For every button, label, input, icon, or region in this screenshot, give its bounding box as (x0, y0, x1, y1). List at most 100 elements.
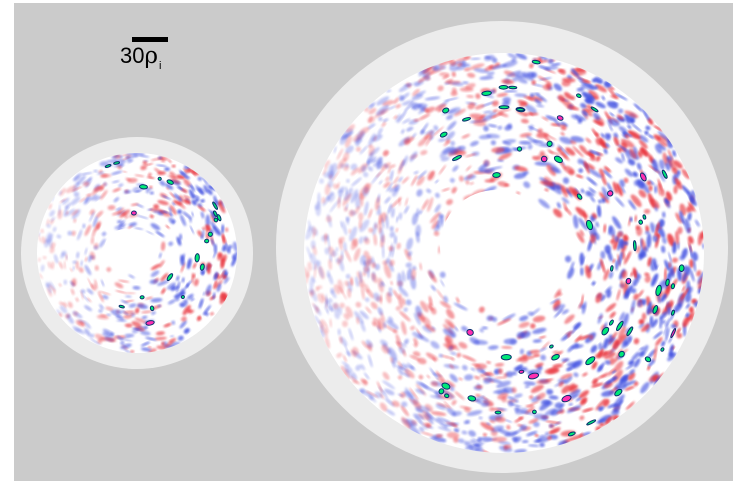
large-eddy (568, 384, 578, 392)
large-eddy (345, 145, 354, 154)
large-eddy (633, 381, 639, 387)
large-eddy (386, 409, 396, 416)
large-eddy (634, 214, 637, 223)
large-peak (614, 388, 623, 397)
large-eddy (582, 431, 592, 436)
large-eddy (534, 98, 542, 105)
large-eddy (532, 421, 540, 428)
large-eddy (317, 263, 324, 279)
large-eddy (373, 135, 377, 141)
large-eddy (514, 93, 527, 98)
large-eddy (604, 244, 611, 254)
large-eddy (530, 384, 544, 393)
large-eddy (515, 71, 531, 78)
large-eddy (414, 405, 431, 413)
small-peak (212, 201, 219, 210)
small-eddy (222, 233, 225, 245)
small-eddy (145, 296, 153, 300)
large-eddy (506, 424, 511, 430)
large-eddy (429, 388, 440, 395)
small-eddy (188, 309, 195, 314)
large-eddy (344, 163, 350, 168)
large-eddy (397, 375, 403, 380)
large-eddy (573, 372, 579, 378)
small-eddy (86, 288, 94, 295)
large-eddy (434, 103, 447, 112)
large-eddy (483, 377, 492, 384)
large-eddy (443, 295, 449, 304)
large-eddy (453, 108, 467, 117)
small-eddy (73, 172, 82, 181)
large-eddy (577, 158, 584, 165)
small-eddy (63, 260, 66, 270)
small-eddy (213, 280, 218, 290)
small-eddy (145, 230, 154, 235)
large-eddy (429, 395, 445, 400)
large-eddy (584, 191, 591, 197)
large-eddy (418, 374, 424, 380)
large-eddy (387, 165, 392, 174)
small-eddy (168, 207, 172, 213)
small-eddy (70, 196, 81, 206)
large-eddy (466, 419, 471, 424)
large-eddy (406, 237, 414, 251)
large-peak (438, 388, 445, 395)
small-eddy (193, 278, 199, 287)
small-eddy (124, 324, 133, 327)
small-eddy (192, 273, 196, 279)
small-eddy (45, 283, 51, 288)
large-eddy (629, 217, 633, 222)
large-eddy (582, 372, 588, 377)
large-eddy (566, 188, 573, 198)
small-eddy (163, 342, 173, 348)
large-eddy (595, 398, 606, 411)
large-eddy (623, 177, 629, 184)
large-peak (625, 277, 632, 285)
large-eddy (363, 266, 370, 273)
large-eddy (321, 293, 326, 302)
small-eddy (161, 159, 166, 163)
large-eddy (514, 166, 528, 172)
large-eddy (637, 301, 642, 307)
large-peak (660, 347, 665, 352)
large-eddy (448, 345, 454, 351)
large-eddy (376, 96, 390, 106)
large-eddy (490, 140, 496, 146)
large-eddy (397, 366, 404, 376)
small-eddy (49, 210, 55, 217)
large-eddy (502, 96, 511, 103)
large-eddy (591, 95, 597, 99)
small-eddy (72, 311, 83, 319)
large-eddy (646, 180, 652, 186)
large-eddy (532, 139, 544, 144)
small-eddy (71, 186, 83, 192)
large-eddy (517, 99, 528, 106)
large-eddy (556, 202, 561, 209)
large-eddy (337, 189, 344, 197)
small-eddy (177, 209, 182, 214)
large-eddy (660, 293, 667, 303)
large-eddy (395, 305, 401, 311)
large-eddy (416, 381, 429, 389)
small-eddy (80, 172, 93, 176)
large-eddy (496, 390, 510, 395)
large-eddy (361, 165, 367, 172)
large-eddy (478, 306, 485, 313)
large-eddy (439, 271, 446, 278)
small-eddy (186, 257, 192, 270)
small-eddy (181, 277, 185, 283)
large-eddy (401, 416, 411, 429)
large-eddy (435, 403, 447, 410)
large-eddy (570, 68, 580, 77)
small-peak (213, 210, 218, 217)
large-eddy (561, 358, 570, 362)
large-eddy (571, 114, 587, 121)
large-eddy (341, 220, 348, 236)
large-eddy (547, 435, 552, 441)
large-eddy (389, 169, 394, 182)
large-eddy (502, 139, 517, 144)
large-eddy (326, 270, 331, 278)
large-eddy (603, 169, 613, 179)
large-eddy (359, 192, 364, 207)
large-eddy (668, 351, 675, 358)
